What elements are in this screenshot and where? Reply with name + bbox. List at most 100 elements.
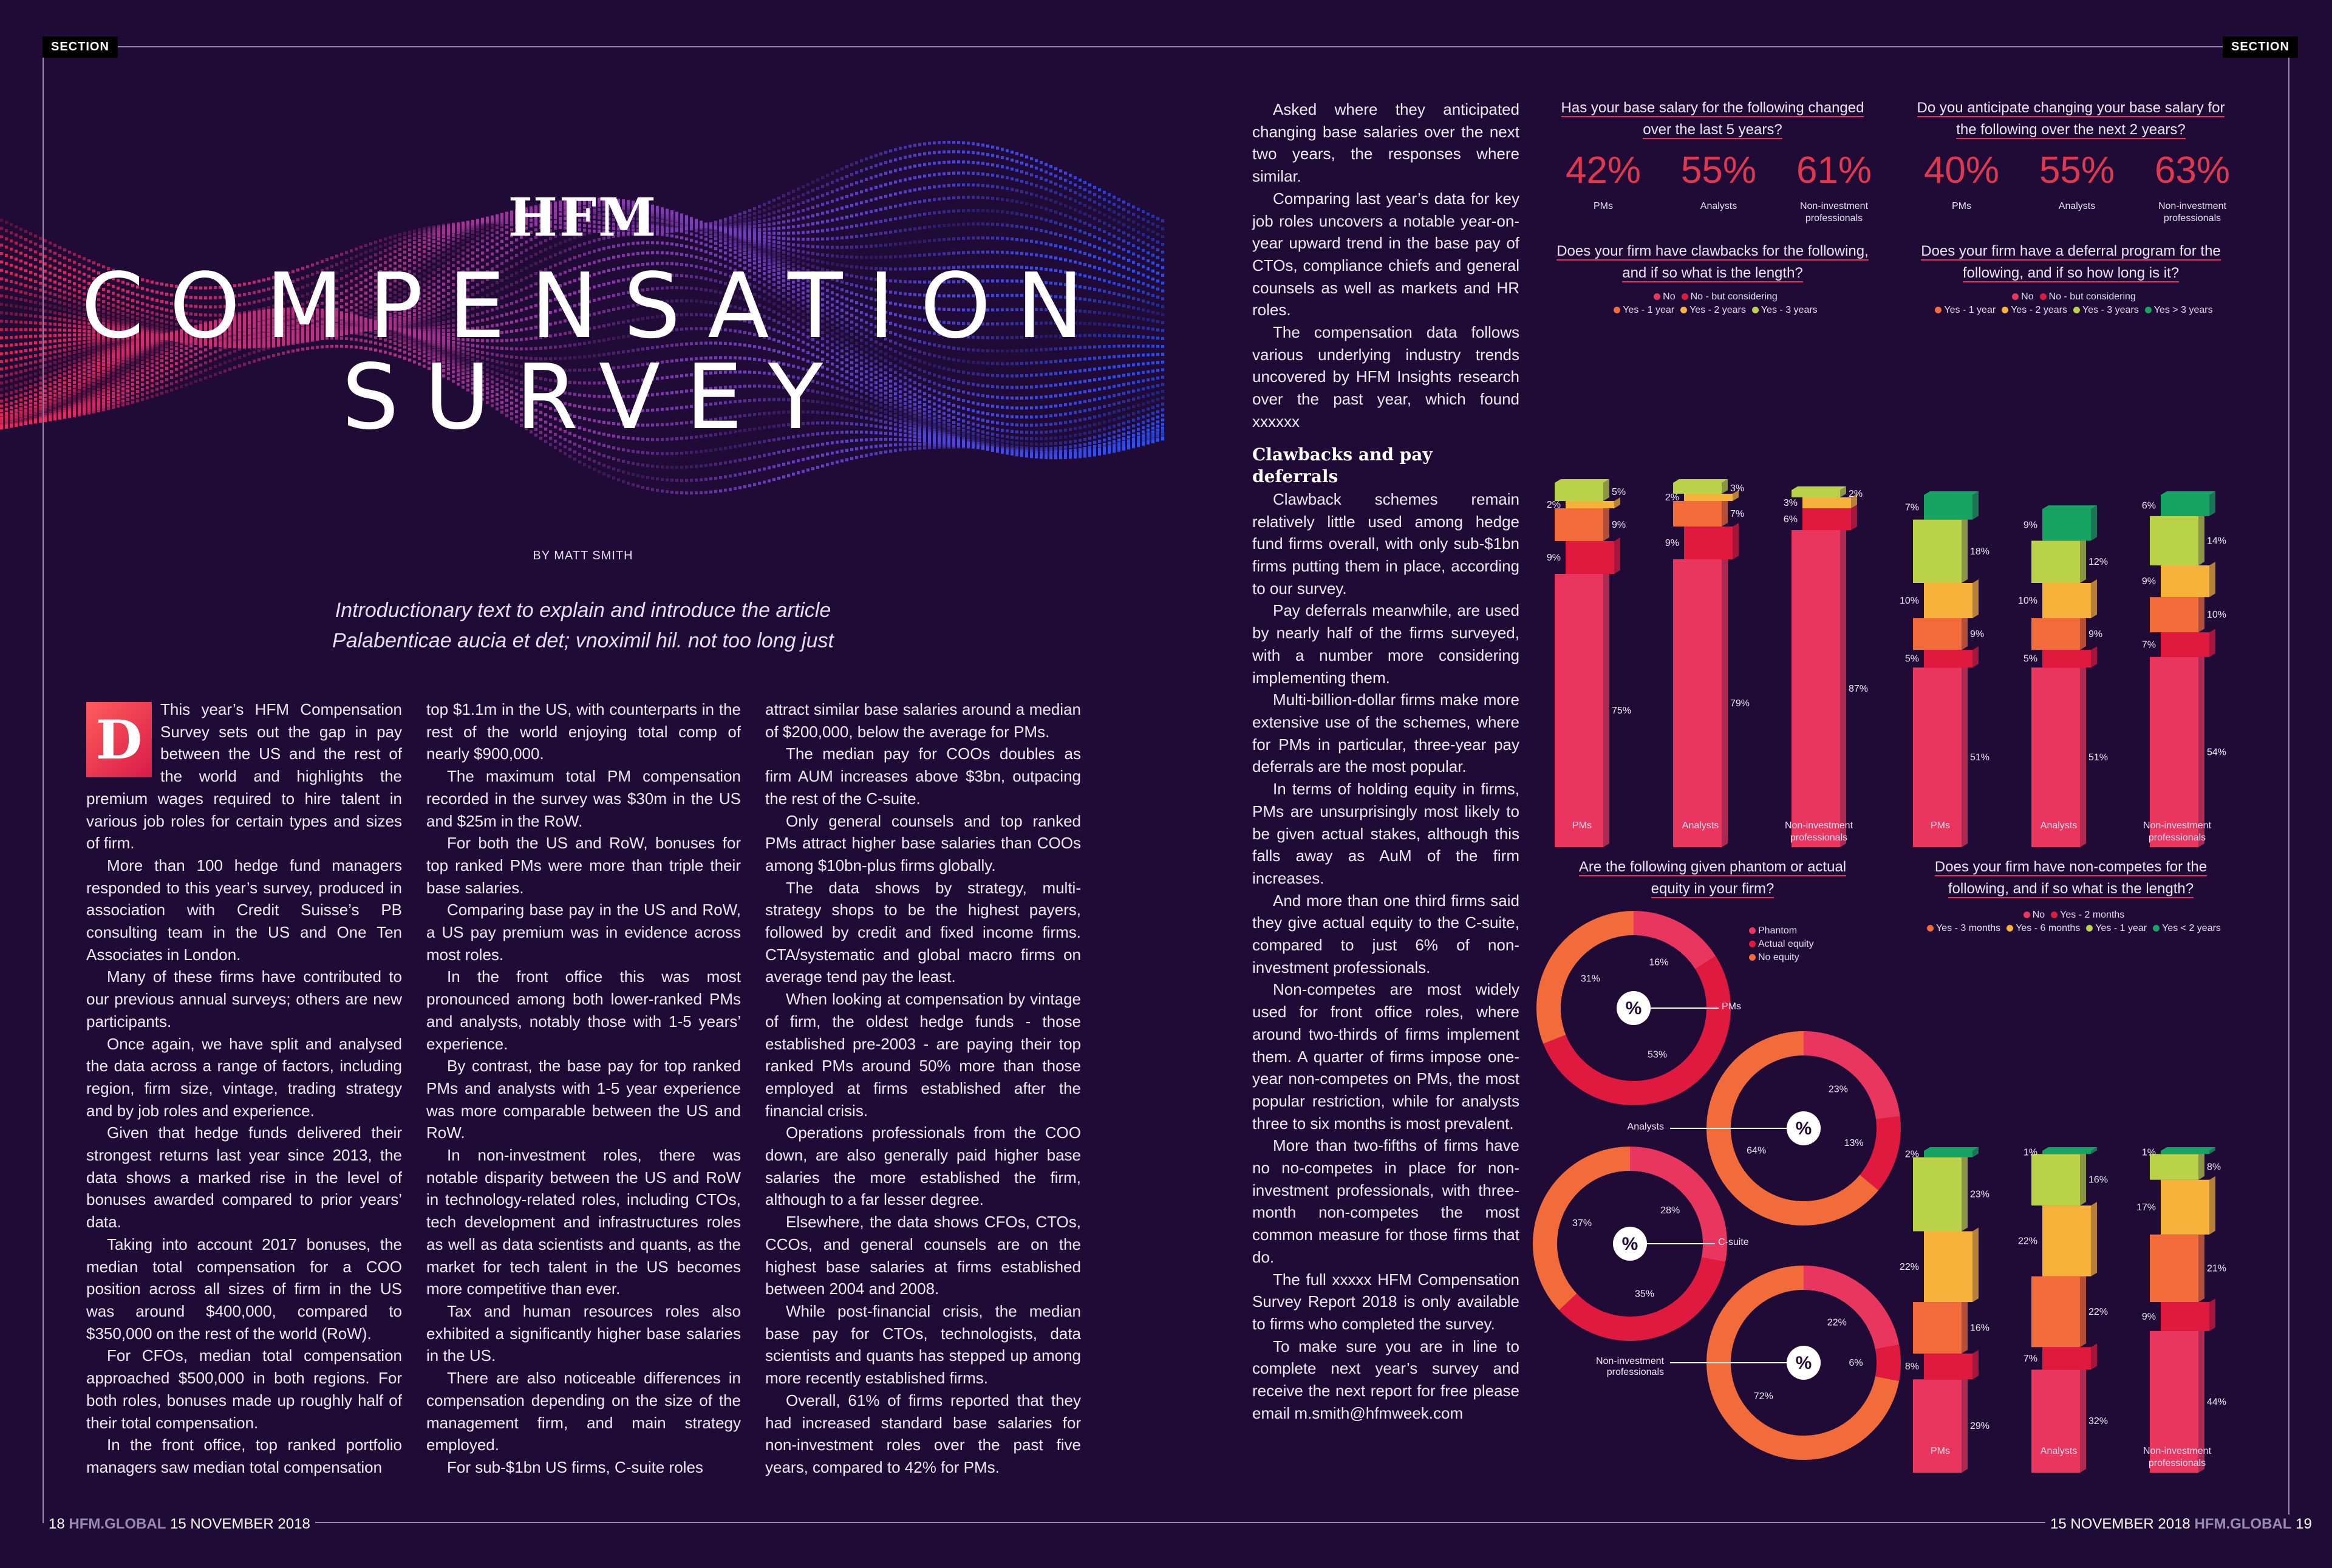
donut-label: 16% xyxy=(1649,958,1668,968)
paragraph: The median pay for COOs doubles as firm … xyxy=(765,745,1081,808)
bar-value-label: 51% xyxy=(2088,752,2108,763)
paragraph: More than 100 hedge fund managers respon… xyxy=(86,856,402,964)
bar-segment xyxy=(2150,593,2204,633)
bar-segment xyxy=(2161,1298,2215,1331)
paragraph: And more than one third firms said they … xyxy=(1252,891,1519,977)
section-heading-clawbacks: Clawbacks and pay deferrals xyxy=(1252,444,1433,487)
byline: BY MATT SMITH xyxy=(533,549,633,562)
paragraph: In the front office, top ranked portfoli… xyxy=(86,1436,402,1476)
bar-value-label: 9% xyxy=(1665,538,1679,548)
percent-symbol: % xyxy=(1796,1353,1812,1373)
bar-segment xyxy=(1913,1298,1968,1354)
equity-donut: 16% 53% 31%% xyxy=(1536,911,1731,1105)
legend-label: Yes - 3 years xyxy=(2082,305,2139,315)
donut-label: 64% xyxy=(1747,1146,1766,1156)
paragraph: When looking at compensation by vintage … xyxy=(765,990,1081,1120)
bar-segment xyxy=(2161,1176,2215,1235)
bar-value-label: 44% xyxy=(2207,1397,2226,1407)
donut-slice xyxy=(1533,1147,1727,1341)
stat-value: 61% xyxy=(1796,149,1872,191)
donut-label: 35% xyxy=(1635,1289,1654,1300)
equity-donut: 23% 13% 64%% xyxy=(1670,1031,1901,1225)
legend-dot xyxy=(2002,307,2009,313)
donut-name: Analysts xyxy=(1627,1122,1664,1132)
equity-question-text: Are the following given phantom or actua… xyxy=(1578,859,1847,898)
bar-value-label: 9% xyxy=(1547,553,1561,563)
legend-label: Yes - 2 years xyxy=(2011,305,2067,315)
paragraph: Elsewhere, the data shows CFOs, CTOs, CC… xyxy=(765,1213,1081,1298)
bar-value-label: 17% xyxy=(2136,1202,2156,1213)
paragraph: The compensation data follows various un… xyxy=(1252,323,1519,431)
legend-label: Phantom xyxy=(1758,925,1798,936)
paragraph: Comparing last year’s data for key job r… xyxy=(1252,189,1519,319)
bar-segment xyxy=(1566,497,1620,508)
legend-item: Yes < 2 years xyxy=(2147,923,2221,933)
bar-segment xyxy=(2031,664,2086,847)
stat-question-0: Has your base salary for the following c… xyxy=(1549,97,1877,141)
paragraph: Taking into account 2017 bonuses, the me… xyxy=(86,1235,402,1343)
bar-segment xyxy=(1555,505,1609,541)
paragraph: Overall, 61% of firms reported that they… xyxy=(765,1391,1081,1476)
stat-label: PMs xyxy=(1594,201,1613,211)
bar-value-label: 5% xyxy=(1905,654,1919,664)
bar-value-label: 3% xyxy=(1730,483,1744,494)
stat-label: PMs xyxy=(1952,201,1971,211)
legend-item: No - but considering xyxy=(1676,291,1778,302)
drop-cap: D xyxy=(86,702,152,777)
bar-segment xyxy=(2042,579,2097,618)
paragraph: In the front office this was most pronou… xyxy=(426,967,741,1053)
category-label: PMs xyxy=(1572,820,1592,831)
bar-value-label: 5% xyxy=(2023,654,2037,664)
bar-value-label: 87% xyxy=(1849,684,1868,694)
equity-donut: 28% 35% 37%% xyxy=(1533,1147,1727,1341)
bar-value-label: 22% xyxy=(2018,1236,2037,1246)
paragraph: In non-investment roles, there was notab… xyxy=(426,1146,741,1298)
paragraph: The data shows by strategy, multi-strate… xyxy=(765,878,1081,986)
bar-cap xyxy=(1792,486,1846,490)
legend-dot xyxy=(2006,925,2014,932)
donut-label: 72% xyxy=(1754,1391,1773,1402)
bar-value-label: 9% xyxy=(1612,520,1626,530)
stat-label: Analysts xyxy=(2058,201,2096,211)
footer-date-left: 15 NOVEMBER 2018 xyxy=(170,1516,310,1532)
percent-symbol: % xyxy=(1796,1119,1812,1139)
legend-item: Yes - 1 year xyxy=(1608,305,1674,315)
stacked-bar-chart-2: 75% 9% 9% 2% 5% 79% 9% 7% 2% 3% 87% 6% 3% 2% xyxy=(1547,479,1868,847)
hero-wave-graphic xyxy=(0,140,1164,495)
paragraph: While post-financial crisis, the median … xyxy=(765,1301,1081,1388)
bar-segment xyxy=(2031,1366,2086,1473)
legend-item: No xyxy=(2006,291,2034,302)
legend-item: Yes - 3 years xyxy=(1746,305,1818,315)
legend-label: No equity xyxy=(1758,952,1799,963)
paragraph: For sub-$1bn US firms, C-suite roles xyxy=(447,1457,703,1476)
bar-value-label: 7% xyxy=(1905,502,1919,513)
legend-item: No equity xyxy=(1749,951,1846,964)
bar-segment xyxy=(1913,1375,1968,1473)
bar-cap xyxy=(2161,491,2215,495)
legend-dot xyxy=(1749,954,1756,961)
paragraph: The maximum total PM compensation record… xyxy=(426,767,741,830)
bar-value-label: 12% xyxy=(2088,557,2108,567)
intro-text: Introductionary text to explain and intr… xyxy=(219,595,947,656)
bar-segment xyxy=(1673,497,1728,527)
bar-value-label: 22% xyxy=(1900,1262,1919,1272)
legend-dot xyxy=(1927,925,1934,932)
chart-legend: No Yes - 2 months Yes - 3 months Yes - 6 mo… xyxy=(1907,908,2235,935)
right-page-frame xyxy=(1166,46,2289,1523)
category-label: Non-investment professionals xyxy=(2143,1446,2212,1468)
paragraph: Operations professionals from the COO do… xyxy=(765,1123,1081,1209)
legend-label: No - but considering xyxy=(1690,291,1778,302)
paragraph: Clawback schemes remain relatively littl… xyxy=(1252,489,1519,598)
brand-logo: HFM xyxy=(508,187,658,248)
bar-segment xyxy=(1924,491,1979,520)
chart-legend: No No - but considering Yes - 1 year Yes - … xyxy=(1549,290,1877,317)
donut-name: C-suite xyxy=(1718,1237,1749,1247)
legend-label: Yes - 1 year xyxy=(1944,305,1996,315)
category-label: Analysts xyxy=(2040,820,2078,831)
bar-cap xyxy=(2161,1147,2215,1151)
legend-item: Yes - 3 months xyxy=(1921,923,2000,933)
percent-symbol: % xyxy=(1622,1234,1638,1254)
bar-value-label: 51% xyxy=(1970,752,1989,763)
paragraph: Many of these firms have contributed to … xyxy=(86,967,402,1031)
paragraph: top $1.1m in the US, with counterparts i… xyxy=(426,700,741,763)
